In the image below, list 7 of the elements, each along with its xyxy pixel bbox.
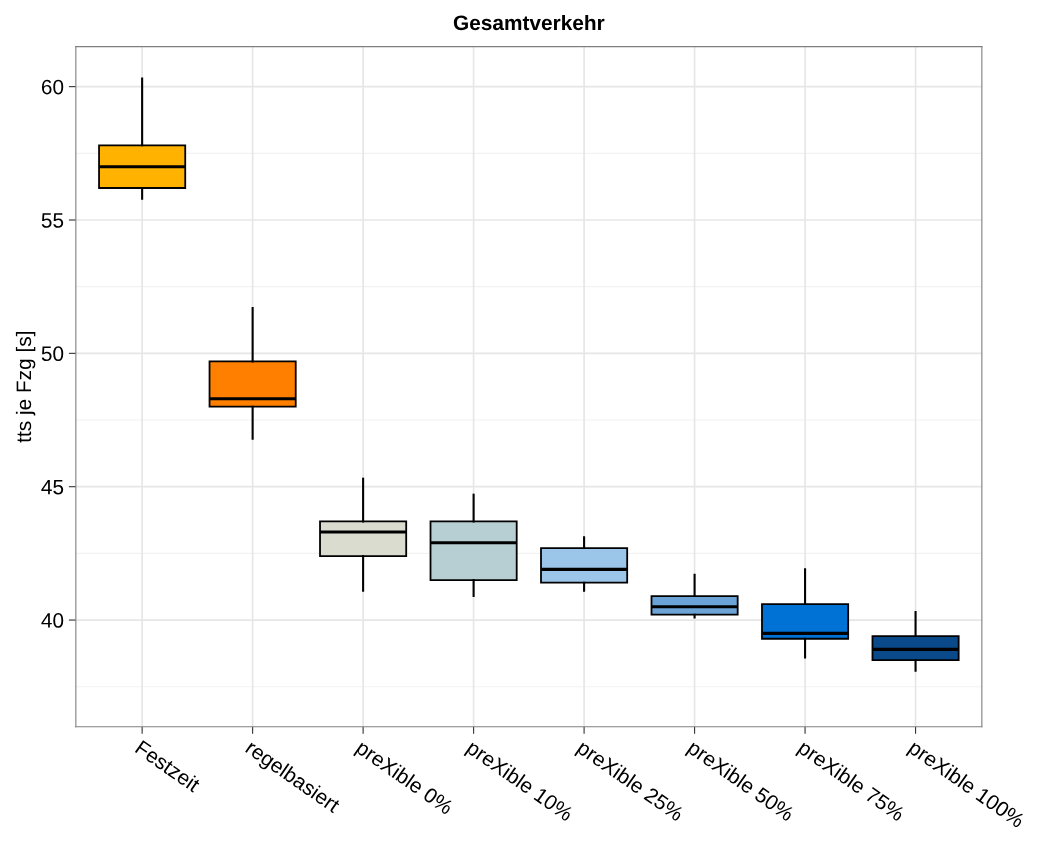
y-axis-title: tts je Fzg [s] bbox=[15, 332, 36, 443]
y-tick-label: 40 bbox=[41, 613, 64, 628]
y-tick-label: 45 bbox=[41, 479, 64, 495]
chart-title: Gesamtverkehr bbox=[453, 14, 605, 31]
y-tick-label: 60 bbox=[41, 79, 64, 95]
y-tick-label: 50 bbox=[41, 346, 64, 362]
y-tick-label: 55 bbox=[41, 213, 64, 228]
